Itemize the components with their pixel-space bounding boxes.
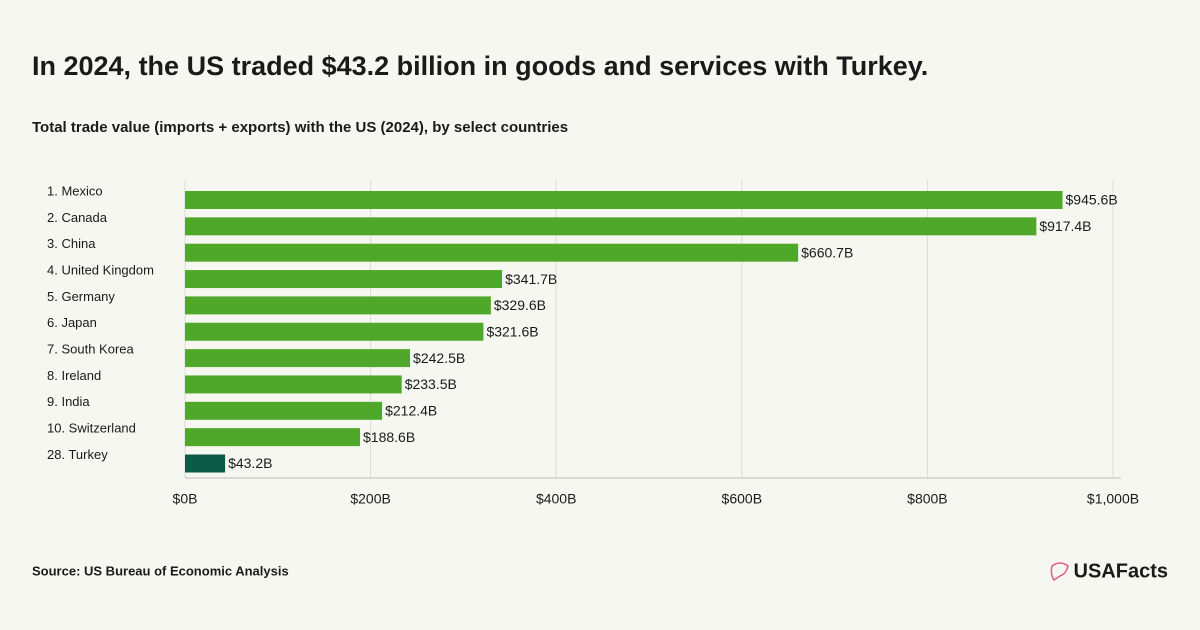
value-label: $917.4B bbox=[1039, 218, 1091, 234]
value-label: $212.4B bbox=[385, 403, 437, 419]
value-label: $321.6B bbox=[486, 323, 538, 339]
logo-icon bbox=[1050, 562, 1069, 582]
bar bbox=[185, 428, 361, 447]
x-tick-label: $0B bbox=[173, 491, 198, 507]
y-tick-label: 3. China bbox=[47, 236, 96, 251]
y-tick-label: 7. South Korea bbox=[47, 342, 134, 357]
x-tick-label: $200B bbox=[350, 491, 390, 507]
x-tick-label: $600B bbox=[722, 491, 762, 507]
y-tick-label: 9. India bbox=[47, 394, 90, 409]
bar bbox=[185, 243, 799, 262]
bar bbox=[185, 296, 491, 315]
value-label: $341.7B bbox=[505, 271, 557, 287]
value-label: $660.7B bbox=[801, 244, 853, 260]
y-tick-label: 28. Turkey bbox=[47, 447, 108, 462]
bar bbox=[185, 375, 402, 394]
bar bbox=[185, 191, 1063, 209]
bar bbox=[185, 217, 1037, 236]
y-tick-label: 2. Canada bbox=[47, 210, 108, 225]
y-tick-label: 10. Switzerland bbox=[47, 421, 136, 436]
bar bbox=[185, 322, 484, 341]
y-tick-label: 4. United Kingdom bbox=[47, 262, 154, 277]
y-tick-label: 6. Japan bbox=[47, 315, 97, 330]
logo: USAFacts bbox=[1074, 560, 1168, 582]
bar bbox=[185, 401, 383, 420]
bar bbox=[185, 270, 503, 289]
y-tick-label: 1. Mexico bbox=[47, 183, 103, 198]
y-tick-label: 8. Ireland bbox=[47, 368, 101, 383]
subtitle: Total trade value (imports + exports) wi… bbox=[32, 119, 568, 136]
value-label: $188.6B bbox=[363, 429, 415, 445]
x-tick-label: $800B bbox=[907, 491, 947, 507]
x-tick-label: $400B bbox=[536, 491, 576, 507]
value-label: $233.5B bbox=[405, 376, 457, 392]
source: Source: US Bureau of Economic Analysis bbox=[32, 563, 289, 578]
value-label: $43.2B bbox=[228, 455, 272, 471]
bar bbox=[185, 454, 226, 473]
bar bbox=[185, 349, 411, 368]
chart-title: In 2024, the US traded $43.2 billion in … bbox=[32, 51, 928, 81]
value-label: $945.6B bbox=[1066, 192, 1118, 208]
value-label: $242.5B bbox=[413, 350, 465, 366]
value-label: $329.6B bbox=[494, 297, 546, 313]
x-tick-label: $1,000B bbox=[1087, 491, 1139, 507]
y-tick-label: 5. Germany bbox=[47, 289, 115, 304]
